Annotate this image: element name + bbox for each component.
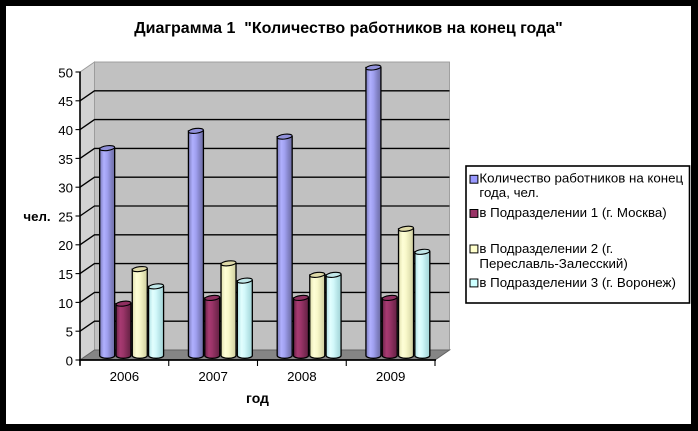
svg-text:50: 50 [58,65,73,80]
svg-text:Переславль-Залесский): Переславль-Залесский) [479,256,627,271]
svg-text:20: 20 [58,238,73,253]
svg-text:в Подразделении 3 (г. Воронеж): в Подразделении 3 (г. Воронеж) [479,275,675,290]
svg-text:5: 5 [66,325,73,340]
svg-text:0: 0 [66,353,73,368]
svg-text:25: 25 [58,209,73,224]
svg-text:2009: 2009 [376,369,406,384]
svg-text:чел.: чел. [23,209,50,224]
svg-text:Диаграмма 1 "Количество работ: Диаграмма 1 "Количество работников на ко… [134,20,563,37]
svg-text:год: год [246,390,269,406]
svg-text:2007: 2007 [198,369,228,384]
svg-text:30: 30 [58,181,73,196]
svg-text:15: 15 [58,267,73,282]
svg-text:2006: 2006 [110,369,140,384]
svg-text:35: 35 [58,152,73,167]
svg-text:в Подразделении 2 (г.: в Подразделении 2 (г. [479,241,613,256]
svg-text:2008: 2008 [287,369,317,384]
svg-text:в Подразделении 1 (г. Москва): в Подразделении 1 (г. Москва) [479,205,666,220]
svg-text:Количество работников на конец: Количество работников на конец [479,171,683,186]
svg-text:40: 40 [58,123,73,138]
svg-text:45: 45 [58,94,73,109]
svg-text:10: 10 [58,296,73,311]
svg-text:года, чел.: года, чел. [479,185,539,200]
